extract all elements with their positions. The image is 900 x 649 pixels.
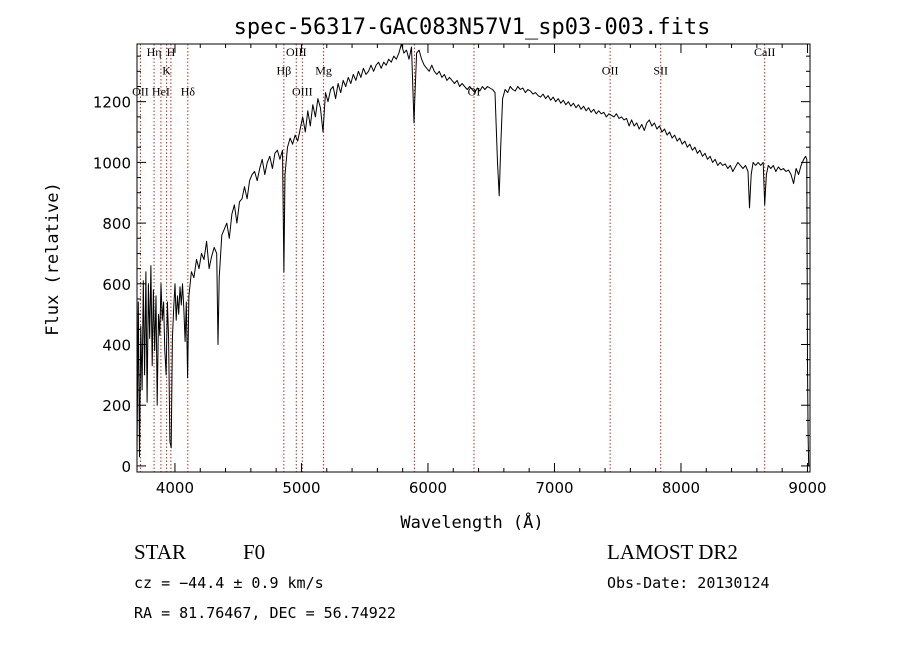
x-tick-label: 7000 bbox=[535, 479, 573, 497]
y-tick-label: 1000 bbox=[93, 154, 131, 172]
coordinates: RA = 81.76467, DEC = 56.74922 bbox=[134, 604, 396, 622]
marker-label: OIII bbox=[286, 45, 307, 59]
marker-label: K bbox=[162, 63, 171, 77]
y-axis-label: Flux (relative) bbox=[43, 182, 63, 336]
x-tick-label: 4000 bbox=[156, 479, 194, 497]
y-tick-label: 600 bbox=[102, 276, 131, 294]
x-tick-label: 9000 bbox=[788, 479, 826, 497]
marker-label: Hβ bbox=[276, 63, 291, 77]
x-tick-label: 8000 bbox=[662, 479, 700, 497]
marker-label: Hδ bbox=[181, 85, 196, 99]
object-subclass: F0 bbox=[243, 540, 266, 564]
spectrum-chart: spec-56317-GAC083N57V1_sp03-003.fits OII… bbox=[43, 15, 827, 533]
x-tick-label: 6000 bbox=[409, 479, 447, 497]
survey-name: LAMOST DR2 bbox=[607, 540, 738, 564]
y-tick-label: 0 bbox=[121, 458, 131, 476]
spectrum-line bbox=[136, 43, 810, 466]
object-class: STAR bbox=[134, 540, 186, 564]
y-tick-label: 800 bbox=[102, 215, 131, 233]
marker-label: OIII bbox=[292, 85, 313, 99]
y-tick-label: 400 bbox=[102, 337, 131, 355]
plot-frame bbox=[136, 43, 811, 473]
y-tick-label: 200 bbox=[102, 397, 131, 415]
x-axis-label: Wavelength (Å) bbox=[400, 511, 543, 533]
spectrum-series bbox=[136, 43, 810, 466]
marker-label: Mg bbox=[315, 63, 332, 77]
marker-label: OII bbox=[132, 85, 149, 99]
marker-label: CaII bbox=[754, 45, 775, 59]
chart-title: spec-56317-GAC083N57V1_sp03-003.fits bbox=[234, 15, 711, 40]
x-tick-label: 5000 bbox=[282, 479, 320, 497]
marker-label: HeI bbox=[152, 85, 170, 99]
marker-label: Hη bbox=[147, 45, 162, 59]
observation-date: Obs-Date: 20130124 bbox=[607, 574, 770, 592]
marker-label: OII bbox=[602, 63, 619, 77]
y-axis-ticks: 0 200 400 600 800 1000 1200 bbox=[93, 55, 810, 476]
marker-label: H bbox=[167, 45, 176, 59]
marker-label: SII bbox=[653, 63, 668, 77]
y-tick-label: 1200 bbox=[93, 94, 131, 112]
x-axis-ticks: 4000 5000 6000 7000 8000 9000 bbox=[156, 44, 827, 497]
redshift-velocity: cz = −44.4 ± 0.9 km/s bbox=[134, 574, 324, 592]
